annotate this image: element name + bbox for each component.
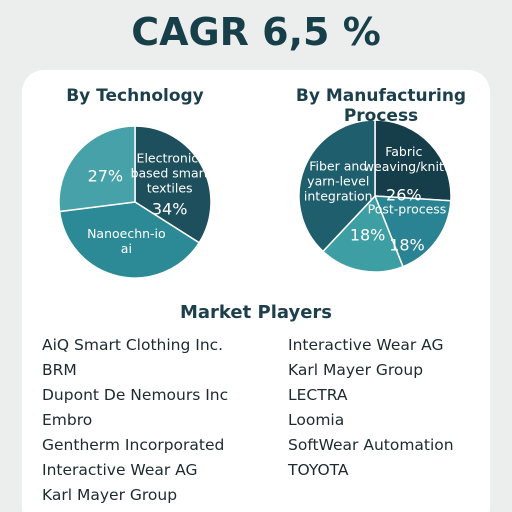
pie-title: By Manufacturing Process	[295, 86, 467, 126]
slice-label: Post-process	[367, 201, 447, 217]
pie-slice	[321, 194, 404, 273]
slice-label: Electronic-based smart textiles	[130, 150, 209, 196]
pie-slice	[373, 195, 452, 268]
market-player: Loomia	[288, 411, 345, 429]
pie-slice	[298, 119, 376, 253]
slice-value: 18%	[349, 225, 386, 245]
market-player: AiQ Smart Clothing Inc.	[42, 336, 224, 354]
market-player: Gentherm Incorporated	[42, 436, 225, 454]
slice-value: 27%	[87, 166, 124, 186]
market-players-title: Market Players	[180, 302, 332, 323]
market-player: LECTRA	[288, 386, 348, 404]
market-player: Karl Mayer Group	[42, 486, 178, 504]
pie-slice	[374, 119, 452, 202]
market-player: Interactive Wear AG	[42, 461, 198, 479]
market-player: BRM	[42, 361, 77, 379]
market-player: Karl Mayer Group	[288, 361, 424, 379]
market-player: Interactive Wear AG	[288, 336, 444, 354]
market-player: TOYOTA	[288, 461, 349, 479]
slice-label: Nanoechn-io ai	[87, 225, 166, 256]
market-player: SoftWear Automation	[288, 436, 454, 454]
pie-slice	[58, 125, 136, 213]
slice-label: Fabric weaving/knitting	[363, 143, 469, 174]
pie-slice	[58, 201, 201, 279]
market-player: Embro	[42, 411, 93, 429]
pie-title: By Technology	[66, 86, 204, 106]
slice-label: Fiber and yarn-level integration	[303, 158, 373, 204]
slice-value: 18%	[389, 235, 425, 255]
market-player: Dupont De Nemours Inc	[42, 386, 229, 404]
title: CAGR 6,5 %	[131, 10, 381, 54]
slice-value: 34%	[151, 199, 188, 219]
slice-value: 26%	[386, 185, 422, 205]
